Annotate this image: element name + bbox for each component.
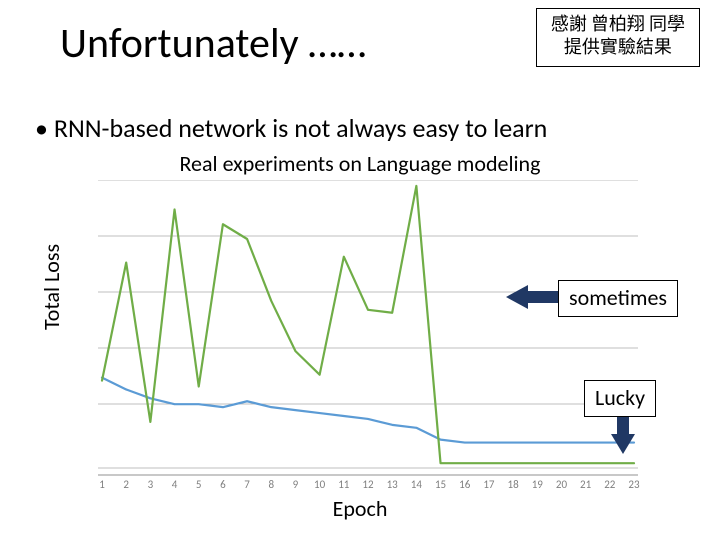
x-tick: 2	[123, 478, 129, 491]
x-tick: 9	[293, 478, 299, 491]
annotation-lucky: Lucky	[584, 380, 656, 417]
slide-title: Unfortunately ……	[60, 18, 366, 69]
arrow-left-icon	[506, 282, 560, 312]
arrow-down-icon	[608, 412, 638, 454]
x-tick: 3	[148, 478, 154, 491]
x-tick: 10	[314, 478, 325, 491]
x-axis-label: Epoch	[0, 495, 720, 522]
y-axis-label: Total Loss	[38, 244, 65, 330]
x-tick: 20	[556, 478, 567, 491]
x-tick: 16	[459, 478, 470, 491]
bullet-text: • RNN-based network is not always easy t…	[35, 112, 547, 144]
annotation-sometimes: sometimes	[558, 280, 678, 317]
credit-box: 感謝 曾柏翔 同學 提供實驗結果	[536, 8, 700, 67]
x-tick: 15	[435, 478, 446, 491]
x-tick: 1	[99, 478, 105, 491]
line-chart	[98, 180, 638, 480]
x-tick: 18	[508, 478, 519, 491]
x-tick: 21	[580, 478, 591, 491]
x-tick: 13	[387, 478, 398, 491]
x-tick: 7	[244, 478, 250, 491]
credit-line-1: 感謝 曾柏翔 同學	[551, 13, 685, 36]
x-tick-labels: 1234567891011121314151617181920212223	[98, 478, 638, 494]
x-tick: 22	[604, 478, 615, 491]
x-tick: 23	[628, 478, 639, 491]
x-tick: 8	[268, 478, 274, 491]
x-tick: 5	[196, 478, 202, 491]
x-tick: 14	[411, 478, 422, 491]
chart-subtitle: Real experiments on Language modeling	[0, 150, 720, 177]
credit-line-2: 提供實驗結果	[551, 36, 685, 59]
x-tick: 11	[338, 478, 349, 491]
x-tick: 4	[172, 478, 178, 491]
x-tick: 6	[220, 478, 226, 491]
x-tick: 19	[532, 478, 543, 491]
x-tick: 12	[362, 478, 373, 491]
x-tick: 17	[483, 478, 494, 491]
